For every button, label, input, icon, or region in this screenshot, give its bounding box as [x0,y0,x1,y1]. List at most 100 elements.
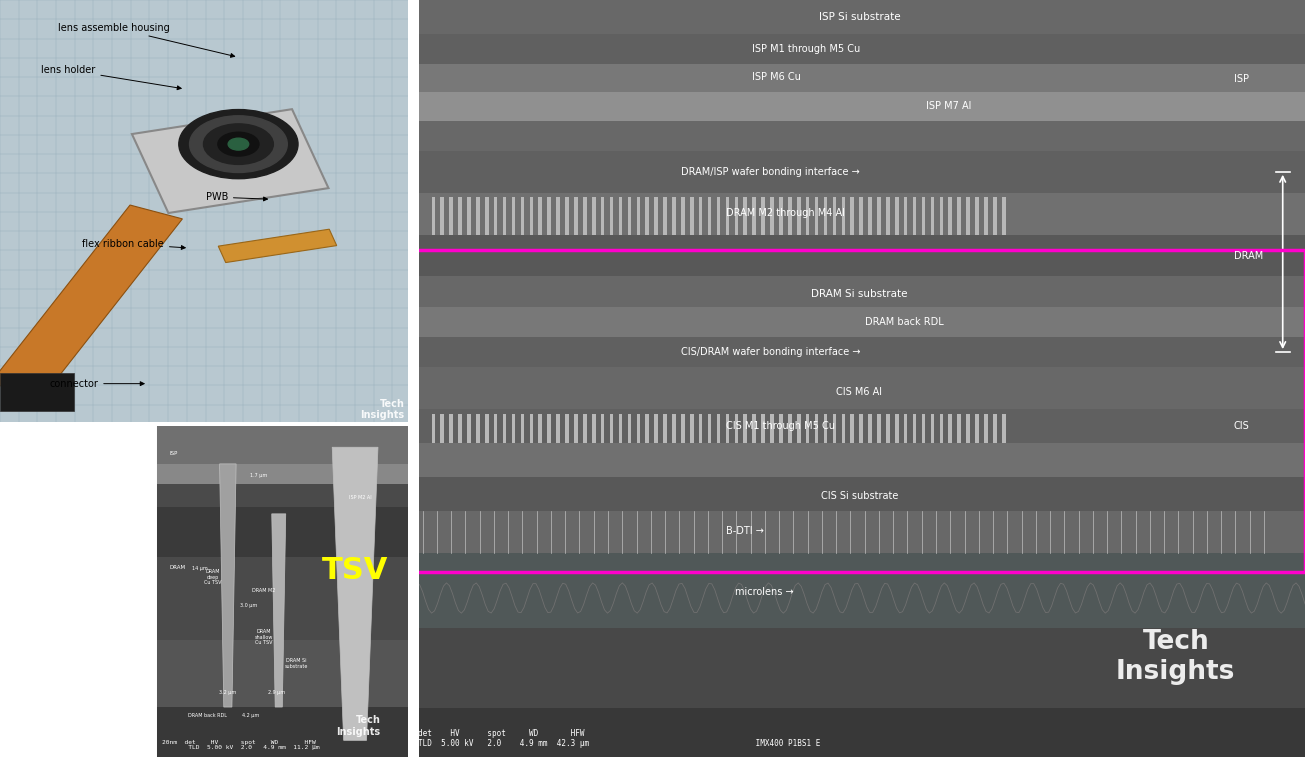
Bar [440,198,444,235]
Bar [414,409,1305,443]
Bar [414,276,1305,307]
Bar [414,443,1305,477]
Text: DRAM back RDL: DRAM back RDL [188,713,227,718]
Bar [530,198,534,235]
Bar [565,198,569,235]
Bar [521,414,525,443]
Bar [157,557,411,640]
Text: CIS/DRAM wafer bonding interface →: CIS/DRAM wafer bonding interface → [681,347,860,357]
Bar [949,414,953,443]
Bar [814,198,818,235]
Bar [797,198,800,235]
Bar [886,198,890,235]
Text: flex ribbon cable: flex ribbon cable [82,238,185,250]
Bar [966,198,970,235]
Polygon shape [0,205,183,397]
Bar [860,198,863,235]
Bar [157,707,411,757]
Bar [921,414,925,443]
Bar [414,250,1305,572]
Bar [440,414,444,443]
Bar [414,193,1305,235]
Bar [539,414,542,443]
Bar [574,198,578,235]
Text: lens assemble housing: lens assemble housing [57,23,235,58]
Bar [467,198,471,235]
Text: CIS M6 Al: CIS M6 Al [837,387,882,397]
Bar [476,414,480,443]
Text: CIS: CIS [1233,421,1249,431]
Circle shape [189,116,287,173]
Bar [699,414,702,443]
Bar [895,198,899,235]
Bar [521,198,525,235]
Bar [921,198,925,235]
Bar [157,424,411,464]
Bar [157,464,411,484]
Bar [485,414,488,443]
Bar [654,414,658,443]
Bar [530,414,534,443]
Bar [502,198,506,235]
Bar [512,198,515,235]
Bar [556,198,560,235]
Bar [414,337,1305,367]
Bar [930,198,934,235]
Bar [556,414,560,443]
Bar [975,414,979,443]
Bar [993,198,997,235]
Text: ISP M6 Cu: ISP M6 Cu [753,72,801,83]
Bar [449,414,453,443]
Bar [744,414,746,443]
Text: 4.2 μm: 4.2 μm [243,713,260,718]
Polygon shape [271,514,286,707]
Bar [975,198,979,235]
Text: DRAM
deep
Cu TSV: DRAM deep Cu TSV [204,569,222,585]
Bar [984,198,988,235]
Bar [609,198,613,235]
Bar [886,414,890,443]
Bar [868,414,872,443]
Bar [493,414,497,443]
Text: 2.9 μm: 2.9 μm [268,690,284,695]
Bar [592,414,595,443]
Bar [619,414,622,443]
Text: microlens →: microlens → [735,587,793,597]
Bar [753,198,756,235]
Bar [904,198,907,235]
Bar [993,414,997,443]
Bar [958,414,960,443]
Bar [833,414,837,443]
Bar [788,198,792,235]
Text: DRAM M2 through M4 Al: DRAM M2 through M4 Al [726,208,844,219]
Polygon shape [218,229,337,263]
Bar [877,414,881,443]
Bar [0,0,411,424]
Bar [157,640,411,707]
Bar [788,414,792,443]
Text: ISP: ISP [170,451,177,456]
Bar [637,198,639,235]
Text: ISP M1 through M5 Cu: ISP M1 through M5 Cu [753,44,860,55]
Bar [663,414,667,443]
Bar [476,198,480,235]
Bar [547,198,551,235]
Text: 20nm  det    HV      spot    WD       HFW
       TLD  5.00 kV  2.0   4.9 mm  11.: 20nm det HV spot WD HFW TLD 5.00 kV 2.0 … [162,740,320,750]
Bar [600,414,604,443]
Text: B-DTI →: B-DTI → [726,526,763,537]
Text: connector: connector [50,378,144,388]
Bar [414,307,1305,337]
Bar [716,198,720,235]
Bar [565,414,569,443]
Bar [842,414,846,443]
Bar [940,198,944,235]
Bar [157,484,411,507]
Bar [637,414,639,443]
Polygon shape [219,464,236,707]
Bar [814,414,818,443]
Bar [842,198,846,235]
Bar [707,198,711,235]
Text: TSV: TSV [322,556,389,585]
Bar [574,414,578,443]
Bar [940,414,944,443]
